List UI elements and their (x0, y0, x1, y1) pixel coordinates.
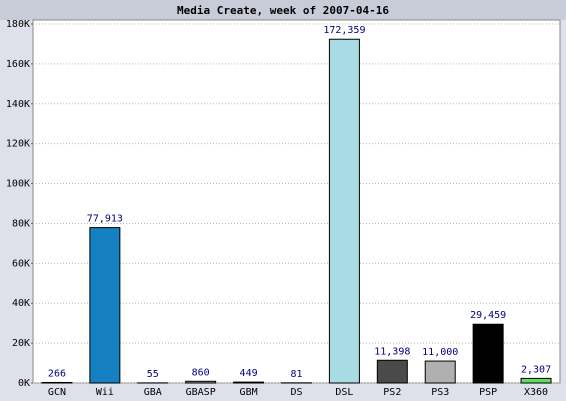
value-label: 11,398 (374, 346, 410, 357)
y-tick-label: 20K (12, 338, 30, 349)
value-label: 11,000 (422, 347, 458, 358)
bar (424, 360, 456, 384)
y-tick-label: 120K (6, 139, 30, 150)
x-tick-label: GBA (144, 387, 162, 398)
x-tick-label: PS2 (383, 387, 401, 398)
bar (520, 377, 552, 384)
bar (89, 227, 121, 384)
x-tick-label: PS3 (431, 387, 449, 398)
value-label: 449 (240, 368, 258, 379)
y-tick-label: 180K (6, 19, 30, 30)
bar (376, 359, 408, 384)
value-label: 172,359 (323, 25, 365, 36)
value-label: 81 (290, 369, 302, 380)
x-tick-label: DSL (335, 387, 353, 398)
y-tick-label: 80K (12, 218, 30, 229)
x-tick-label: GBASP (186, 387, 216, 398)
bar (472, 323, 504, 384)
value-label: 29,459 (470, 310, 506, 321)
x-tick-label: GCN (48, 387, 66, 398)
x-tick-label: DS (290, 387, 302, 398)
value-label: 2,307 (521, 364, 551, 375)
x-tick-label: X360 (524, 387, 548, 398)
bar (328, 38, 360, 384)
x-tick-label: GBM (240, 387, 258, 398)
bar (185, 380, 217, 384)
value-label: 860 (192, 367, 210, 378)
x-tick-label: PSP (479, 387, 497, 398)
y-tick-label: 140K (6, 99, 30, 110)
y-tick-label: 0K (18, 378, 30, 389)
value-label: 77,913 (87, 214, 123, 225)
title-bar (0, 0, 566, 20)
value-label: 266 (48, 368, 66, 379)
plot-area (32, 19, 561, 384)
y-tick-label: 100K (6, 179, 30, 190)
y-tick-label: 60K (12, 258, 30, 269)
value-label: 55 (147, 369, 159, 380)
bar (233, 381, 265, 384)
bar (41, 381, 73, 384)
x-tick-label: Wii (96, 387, 114, 398)
y-tick-label: 160K (6, 59, 30, 70)
chart-title: Media Create, week of 2007-04-16 (177, 4, 389, 17)
y-tick-label: 40K (12, 298, 30, 309)
